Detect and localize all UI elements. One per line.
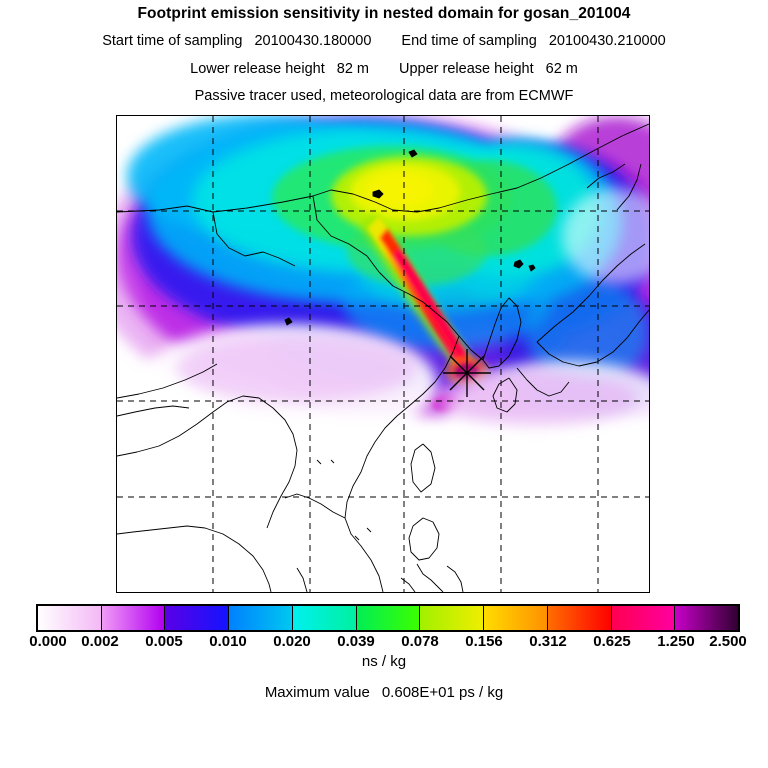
upper-release-value: 62 m [545,61,578,77]
lower-release-value: 82 m [336,61,369,77]
start-time-value: 20100430.180000 [254,33,372,49]
colorbar-segment-2 [165,606,230,630]
sampling-time-line: Start time of sampling 20100430.180000 End… [0,33,768,49]
colorbar-tick-label: 0.039 [337,633,375,650]
colorbar-segment-7 [484,606,548,630]
colorbar-tick-label: 1.250 [657,633,695,650]
colorbar-tick-label: 0.625 [593,633,631,650]
tracer-note: Passive tracer used, meteorological data… [194,88,574,104]
colorbar-tick-label: 0.000 [29,633,67,650]
upper-release-label: Upper release height [399,61,534,77]
colorbar-tick-label: 0.020 [273,633,311,650]
lower-release-label: Lower release height [190,61,325,77]
release-height-line: Lower release height 82 m Upper release he… [0,61,768,77]
colorbar-tick-label: 0.010 [209,633,247,650]
release-marker-layer [443,349,491,397]
colorbar-tick-label: 0.312 [529,633,567,650]
colorbar-segment-5 [356,606,421,630]
colorbar-tick-label: 0.156 [465,633,503,650]
page-title: Footprint emission sensitivity in nested… [137,5,631,22]
coastlines-layer [117,123,649,592]
end-time-value: 20100430.210000 [548,33,666,49]
colorbar-tick-label: 0.002 [81,633,119,650]
colorbar-segment-10 [675,606,739,630]
maximum-value-value: 0.608E+01 ps / kg [381,684,504,701]
concentration-field [117,116,649,592]
footprint-map [116,115,650,593]
end-time-label: End time of sampling [401,33,537,49]
start-time-label: Start time of sampling [102,33,243,49]
maximum-value-label: Maximum value [264,684,370,701]
colorbar-tick-label: 0.078 [401,633,439,650]
colorbar-tick-label: 0.005 [145,633,183,650]
colorbar-segment-8 [547,606,612,630]
colorbar-ticks: 0.000 0.002 0.005 0.010 0.020 0.039 0.078 0.156… [0,633,768,653]
colorbar-segment-0 [38,606,102,630]
gridlines-layer [117,116,649,592]
maximum-value-line: Maximum value 0.608E+01 ps / kg [0,684,768,701]
star-marker [443,349,491,397]
colorbar-segment-6 [420,606,485,630]
colorbar-unit-label: ns / kg [361,653,407,670]
colorbar-segment-4 [292,606,357,630]
colorbar-tick-label: 2.500 [709,633,747,650]
colorbar-segment-9 [611,606,676,630]
colorbar-segment-3 [229,606,293,630]
colorbar [36,604,740,632]
colorbar-segment-1 [101,606,166,630]
